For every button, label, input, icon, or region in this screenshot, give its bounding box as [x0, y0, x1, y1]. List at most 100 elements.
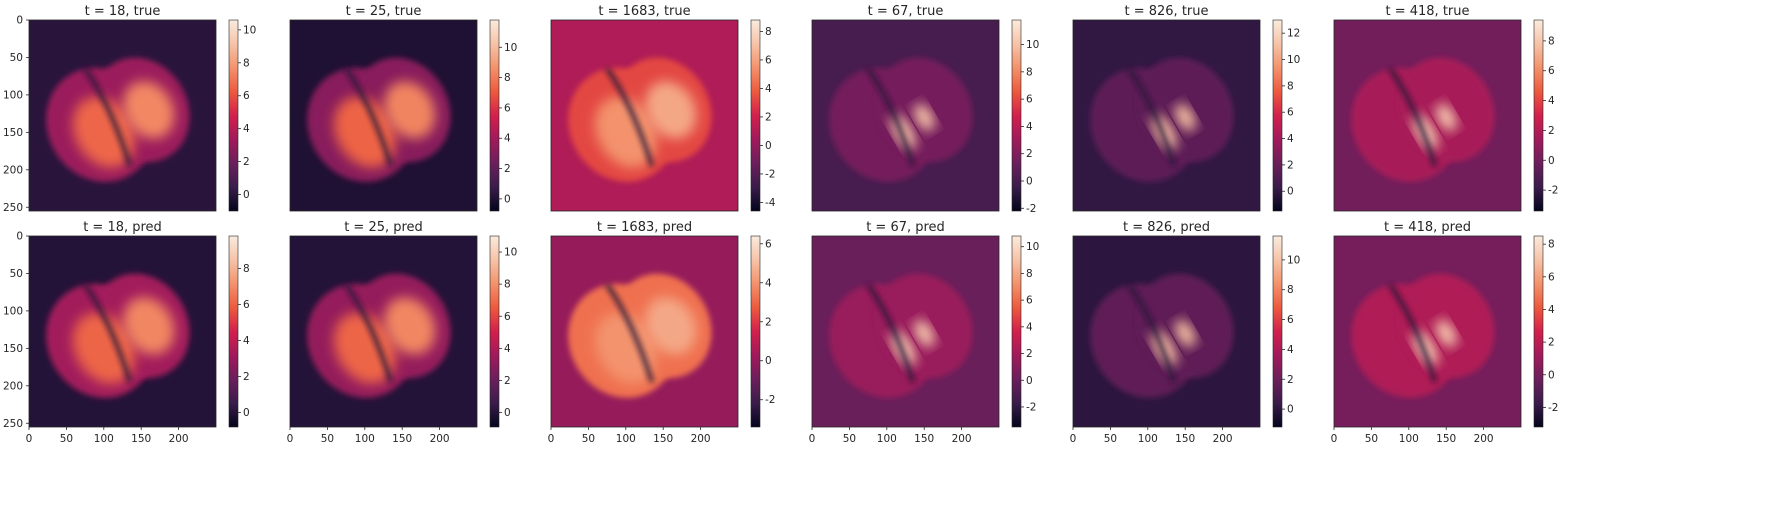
colorbar-tick-label: 6: [243, 299, 250, 311]
hotspot-right: [1174, 319, 1196, 347]
colorbar-tick-label: 4: [765, 83, 772, 95]
heatmap-image: [1334, 20, 1521, 211]
x-tick-label: 100: [1138, 433, 1158, 445]
x-tick-label: 100: [877, 433, 897, 445]
colorbar-tick-label: 8: [243, 263, 250, 275]
hotspot-left: [333, 96, 396, 168]
hotspot-right: [1435, 319, 1457, 347]
colorbar: [1533, 235, 1544, 428]
y-tick-label: 50: [10, 52, 23, 64]
midline-fissure: [605, 283, 654, 383]
colorbar-tick-label: 0: [243, 189, 250, 201]
heatmap-image: [551, 236, 738, 427]
x-tick-label: 50: [843, 433, 856, 445]
panel-title: t = 67, true: [868, 4, 944, 19]
colorbar-tick-label: 2: [765, 111, 772, 123]
midline-fissure: [866, 67, 915, 167]
colorbar-tick-label: 2: [1548, 337, 1555, 349]
colorbar-tick-label: 10: [1287, 54, 1300, 66]
axes-frame: [550, 19, 739, 212]
colorbar-tick-label: 0: [1026, 375, 1033, 387]
colorbar-tick-label: 2: [1026, 348, 1033, 360]
heatmap-image: [29, 236, 216, 427]
x-tick-label: 100: [616, 433, 636, 445]
x-tick-label: 100: [94, 433, 114, 445]
colorbar-tick-label: 6: [1287, 314, 1294, 326]
heatmap-panel: t = 826, pred 0 50 100 150 200 0 2 4 6 8 10: [1070, 220, 1301, 445]
panel-title: t = 18, true: [85, 4, 161, 19]
axes-frame: [289, 235, 478, 428]
axes-frame: [1333, 19, 1522, 212]
colorbar-tick-label: 10: [504, 247, 517, 259]
midline-fissure: [866, 283, 915, 383]
colorbar-tick-label: 6: [504, 311, 511, 323]
heatmap-panel: t = 1683, true -4 -2 0 2 4 6 8: [550, 4, 776, 212]
panel-title: t = 1683, pred: [597, 220, 692, 235]
colorbar-tick-label: 8: [1026, 268, 1033, 280]
axes-frame: [550, 235, 739, 428]
x-tick-label: 50: [60, 433, 73, 445]
colorbar-tick-label: 8: [765, 26, 772, 38]
x-tick-label: 200: [169, 433, 189, 445]
midline-fissure: [344, 67, 393, 167]
colorbar: [228, 19, 239, 212]
hotspot-right: [645, 81, 697, 139]
hotspot-left: [594, 312, 657, 384]
colorbar-tick-label: -2: [1548, 402, 1558, 414]
colorbar-tick-label: 0: [765, 140, 772, 152]
colorbar-tick-label: 0: [504, 407, 511, 419]
midline-fissure: [83, 283, 132, 383]
panel-title: t = 826, true: [1124, 4, 1208, 19]
heatmap-panel: t = 418, true -2 0 2 4 6 8: [1333, 4, 1558, 212]
colorbar: [489, 235, 500, 428]
colorbar-tick-label: 2: [243, 371, 250, 383]
colorbar-tick-label: 8: [1287, 284, 1294, 296]
heatmap-image: [290, 20, 477, 211]
x-tick-label: 150: [914, 433, 934, 445]
heatmap-panel: t = 25, true 0 2 4 6 8 10: [289, 4, 517, 212]
y-tick-label: 100: [3, 89, 23, 101]
x-tick-label: 0: [1331, 433, 1338, 445]
colorbar-tick-label: 6: [1287, 107, 1294, 119]
y-tick-label: 150: [3, 343, 23, 355]
x-tick-label: 200: [1213, 433, 1233, 445]
colorbar-tick-label: 0: [765, 355, 772, 367]
x-tick-label: 0: [26, 433, 33, 445]
colorbar-tick-label: 6: [1548, 65, 1555, 77]
x-tick-label: 150: [1436, 433, 1456, 445]
hotspot-left: [72, 312, 135, 384]
colorbar-tick-label: 4: [504, 343, 511, 355]
hotspot-left: [72, 96, 135, 168]
y-tick-label: 200: [3, 380, 23, 392]
heatmap-panel: t = 1683, pred 0 50 100 150 200 -2 0 2 4 6: [548, 220, 776, 445]
colorbar-tick-label: 2: [1548, 125, 1555, 137]
axes-frame: [1072, 19, 1261, 212]
x-tick-label: 150: [392, 433, 412, 445]
colorbar-tick-label: 2: [1287, 374, 1294, 386]
axes-frame: [1072, 235, 1261, 428]
hotspot-right: [645, 297, 697, 355]
colorbar: [1011, 19, 1022, 212]
y-tick-label: 200: [3, 164, 23, 176]
colorbar-tick-label: 2: [1287, 159, 1294, 171]
x-tick-label: 50: [1365, 433, 1378, 445]
colorbar-tick-label: 6: [765, 238, 772, 250]
x-tick-label: 200: [691, 433, 711, 445]
colorbar-tick-label: 8: [1287, 80, 1294, 92]
y-tick-label: 50: [10, 268, 23, 280]
colorbar-tick-label: 0: [1548, 155, 1555, 167]
midline-fissure: [1388, 283, 1437, 383]
colorbar-tick-label: 6: [1026, 295, 1033, 307]
x-tick-label: 200: [952, 433, 972, 445]
colorbar-tick-label: -4: [765, 197, 776, 209]
y-tick-label: 0: [16, 231, 23, 243]
midline-fissure: [1127, 67, 1176, 167]
x-tick-label: 100: [355, 433, 375, 445]
y-tick-label: 250: [3, 418, 23, 430]
colorbar-tick-label: 2: [1026, 148, 1033, 160]
x-tick-label: 0: [287, 433, 294, 445]
hotspot-right: [913, 319, 935, 347]
colorbar-tick-label: -2: [765, 394, 775, 406]
colorbar-tick-label: 4: [1287, 344, 1294, 356]
